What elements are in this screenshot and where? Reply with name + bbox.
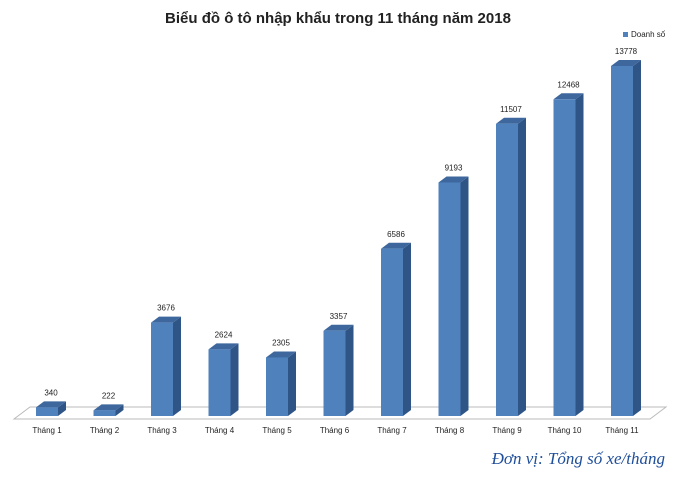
bar-top — [36, 401, 66, 408]
bar-side — [173, 316, 181, 416]
bar-top — [151, 316, 181, 323]
bar-top — [438, 176, 469, 183]
value-label: 11507 — [500, 105, 522, 114]
bar — [438, 182, 461, 416]
value-label: 9193 — [445, 164, 463, 173]
bar-side — [115, 404, 124, 416]
value-label: 222 — [102, 391, 116, 400]
x-tick-label: Tháng 9 — [492, 426, 522, 435]
bar-side — [345, 324, 354, 416]
bar-top — [496, 117, 526, 124]
bar-side — [575, 93, 584, 417]
x-tick-label: Tháng 2 — [90, 426, 120, 435]
x-tick-label: Tháng 10 — [548, 426, 582, 435]
bar — [553, 99, 576, 417]
bar-side — [288, 351, 296, 416]
value-label: 2624 — [215, 330, 233, 339]
value-label: 3676 — [157, 304, 175, 313]
bar — [151, 322, 173, 416]
bar-side — [633, 60, 641, 416]
bar — [496, 123, 518, 417]
x-tick-label: Tháng 1 — [32, 426, 62, 435]
x-tick-label: Tháng 11 — [605, 426, 639, 435]
value-label: 6586 — [387, 230, 405, 239]
legend-swatch — [623, 32, 628, 37]
x-tick-label: Tháng 8 — [435, 426, 465, 435]
x-tick-label: Tháng 6 — [320, 426, 350, 435]
bar-top — [93, 404, 124, 411]
value-label: 13778 — [615, 47, 638, 56]
x-tick-label: Tháng 3 — [147, 426, 177, 435]
legend-label: Doanh số — [631, 30, 666, 39]
bar — [266, 357, 288, 416]
value-label: 340 — [44, 388, 58, 397]
bar — [36, 407, 58, 416]
caption: Đơn vị: Tổng số xe/tháng — [491, 449, 665, 468]
bar-top — [266, 351, 296, 358]
bar-top — [208, 343, 239, 350]
bar-side — [58, 401, 66, 416]
value-label: 3357 — [330, 312, 348, 321]
value-label: 12468 — [557, 80, 580, 89]
chart-title: Biểu đồ ô tô nhập khẩu trong 11 tháng nă… — [165, 10, 511, 27]
bar — [93, 410, 116, 416]
bar-side — [518, 117, 526, 417]
bar — [323, 330, 346, 416]
bar — [381, 248, 403, 416]
value-label: 2305 — [272, 339, 290, 348]
x-tick-label: Tháng 7 — [377, 426, 407, 435]
bar-top — [381, 242, 411, 249]
bar-side — [230, 343, 239, 416]
bar — [208, 349, 231, 416]
x-tick-label: Tháng 4 — [205, 426, 235, 435]
bar — [611, 66, 633, 416]
bar-side — [460, 176, 469, 416]
bar-top — [553, 93, 584, 100]
bar-top — [323, 324, 354, 331]
bar-side — [403, 242, 411, 416]
bar-top — [611, 60, 641, 66]
x-tick-label: Tháng 5 — [262, 426, 292, 435]
